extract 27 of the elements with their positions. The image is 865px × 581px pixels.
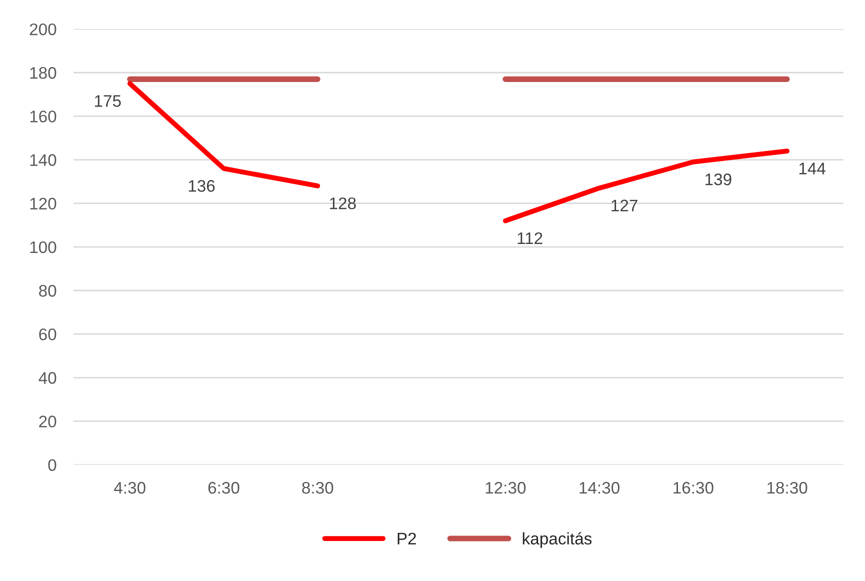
data-label: 139: [706, 174, 732, 186]
data-label: 128: [330, 197, 356, 210]
x-tick-label: 12:30: [486, 482, 526, 494]
y-tick-label: 40: [38, 372, 56, 384]
x-tick-label: 18:30: [767, 482, 808, 494]
x-tick-label: 16:30: [674, 482, 714, 494]
y-tick-label: 100: [30, 241, 56, 254]
y-tick-label: 20: [39, 416, 56, 428]
data-label: 112: [518, 232, 542, 244]
x-tick-label: 4:30: [114, 482, 146, 494]
data-label: 136: [188, 180, 215, 192]
x-tick-label: 14:30: [580, 482, 620, 494]
y-tick-label: 60: [39, 328, 56, 340]
y-tick-label: 0: [48, 459, 56, 472]
y-tick-label: 160: [30, 110, 56, 122]
y-tick-label: 140: [30, 154, 56, 166]
y-tick-label: 200: [30, 23, 56, 36]
y-tick-label: 180: [30, 67, 56, 79]
data-label: 127: [612, 200, 638, 212]
x-tick-label: 6:30: [208, 482, 240, 494]
legend-label: kapacitás: [522, 532, 592, 548]
data-label: 175: [94, 95, 121, 107]
x-tick-label: 8:30: [302, 482, 334, 494]
data-label: 144: [799, 162, 826, 174]
legend-label: P2: [398, 532, 416, 544]
y-tick-label: 120: [30, 198, 56, 210]
y-tick-label: 80: [39, 284, 56, 297]
